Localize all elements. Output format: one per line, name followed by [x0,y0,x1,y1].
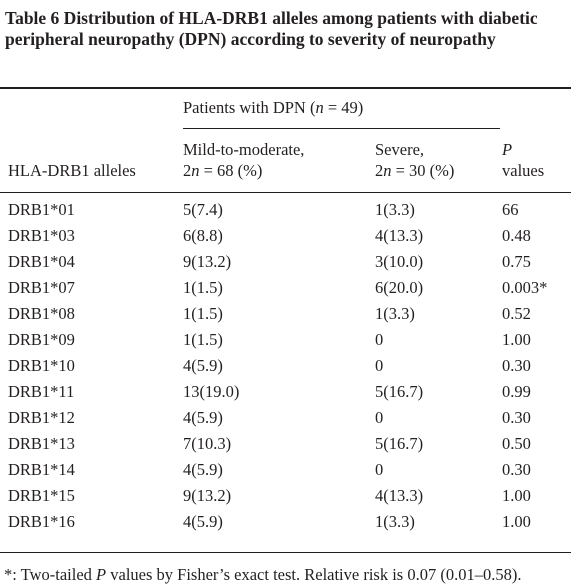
cell: 13(19.0) [183,382,240,401]
text: 2 [375,161,384,180]
cell: 5(16.7) [375,434,424,453]
cell: 0 [375,408,384,427]
cell: 0.30 [502,460,531,479]
cell: 4(13.3) [375,226,424,245]
cell: 1(3.3) [375,200,415,219]
text: P [96,565,107,584]
row-label: DRB1*12 [8,408,75,427]
row-label: DRB1*16 [8,512,75,531]
cell: 1.00 [502,512,531,531]
text: n [383,161,392,180]
cell: 0.52 [502,304,531,323]
column-header: Severe, [375,140,425,159]
cell: 4(5.9) [183,408,223,427]
cell: 1(3.3) [375,512,415,531]
text: = 68 (%) [199,161,263,180]
bottom-rule [0,552,571,553]
text: *: Two-tailed [4,565,97,584]
cell: 0.75 [502,252,531,271]
column-header: values [502,161,545,180]
group-rule [183,128,500,129]
cell: 0.99 [502,382,531,401]
cell: 3(10.0) [375,252,424,271]
cell: 7(10.3) [183,434,232,453]
row-label: DRB1*07 [8,278,75,297]
cell: 1.00 [502,330,531,349]
cell: 6(20.0) [375,278,424,297]
cell: 0 [375,330,384,349]
cell: 0.50 [502,434,531,453]
cell: 0 [375,356,384,375]
text: n [191,161,200,180]
text: Patients with DPN ( [183,98,316,117]
cell: 0.30 [502,356,531,375]
footnote: *: Two-tailed P values by Fisher’s exact… [4,565,521,585]
row-label: DRB1*10 [8,356,75,375]
cell: 0.30 [502,408,531,427]
row-label: DRB1*13 [8,434,75,453]
cell: 4(13.3) [375,486,424,505]
cell: 5(7.4) [183,200,223,219]
row-label: DRB1*11 [8,382,75,401]
text: = 30 (%) [391,161,455,180]
cell: 4(5.9) [183,460,223,479]
text: n [315,98,324,117]
cell: 1.00 [502,486,531,505]
cell: 1(1.5) [183,330,223,349]
table-title: Table 6 Distribution of HLA-DRB1 alleles… [5,8,538,49]
row-label: DRB1*09 [8,330,75,349]
cell: 5(16.7) [375,382,424,401]
text: 2 [183,161,192,180]
column-header: HLA-DRB1 alleles [8,161,136,180]
cell: 6(8.8) [183,226,223,245]
cell: 9(13.2) [183,252,232,271]
column-header: Mild-to-moderate, [183,140,305,159]
row-label: DRB1*04 [8,252,75,271]
cell: 0.48 [502,226,531,245]
text: = 49) [323,98,364,117]
row-label: DRB1*08 [8,304,75,323]
column-header: 2n = 30 (%) [375,161,454,181]
cell: 1(3.3) [375,304,415,323]
row-label: DRB1*14 [8,460,75,479]
column-header: P [502,140,513,159]
cell: 4(5.9) [183,356,223,375]
row-label: DRB1*03 [8,226,75,245]
cell: 9(13.2) [183,486,232,505]
group-header: Patients with DPN (n = 49) [183,98,363,118]
cell: 0.003* [502,278,548,297]
cell: 1(1.5) [183,304,223,323]
row-label: DRB1*01 [8,200,75,219]
column-header: 2n = 68 (%) [183,161,262,181]
top-rule [0,87,571,89]
cell: 4(5.9) [183,512,223,531]
cell: 0 [375,460,384,479]
row-label: DRB1*15 [8,486,75,505]
text: values by Fisher’s exact test. Relative … [106,565,522,584]
cell: 66 [502,200,519,219]
header-rule [0,192,571,193]
cell: 1(1.5) [183,278,223,297]
